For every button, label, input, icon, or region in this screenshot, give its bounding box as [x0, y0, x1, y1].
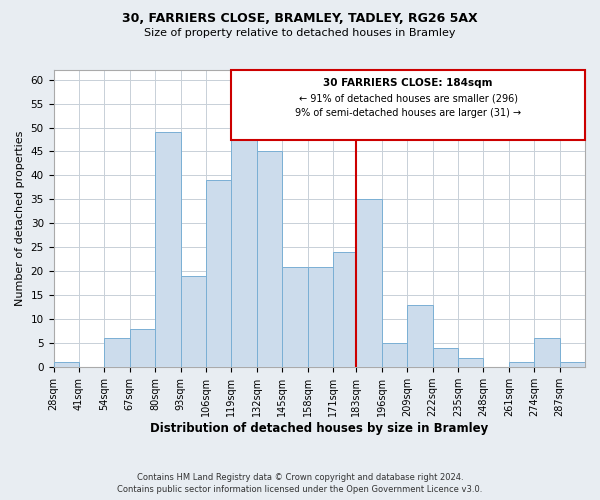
Bar [333, 252, 358, 367]
Bar [155, 132, 181, 367]
Bar [282, 266, 308, 367]
Text: Contains public sector information licensed under the Open Government Licence v3: Contains public sector information licen… [118, 485, 482, 494]
Text: ← 91% of detached houses are smaller (296): ← 91% of detached houses are smaller (29… [299, 93, 518, 103]
Text: 9% of semi-detached houses are larger (31) →: 9% of semi-detached houses are larger (3… [295, 108, 521, 118]
FancyBboxPatch shape [232, 70, 585, 140]
Bar [53, 362, 79, 367]
Bar [356, 200, 382, 367]
Bar [206, 180, 232, 367]
Text: 30 FARRIERS CLOSE: 184sqm: 30 FARRIERS CLOSE: 184sqm [323, 78, 493, 88]
Bar [534, 338, 560, 367]
Bar [560, 362, 585, 367]
Bar [181, 276, 206, 367]
Bar [257, 152, 282, 367]
Bar [407, 305, 433, 367]
Bar [509, 362, 534, 367]
Text: 30, FARRIERS CLOSE, BRAMLEY, TADLEY, RG26 5AX: 30, FARRIERS CLOSE, BRAMLEY, TADLEY, RG2… [122, 12, 478, 26]
Text: Size of property relative to detached houses in Bramley: Size of property relative to detached ho… [144, 28, 456, 38]
Y-axis label: Number of detached properties: Number of detached properties [15, 131, 25, 306]
Bar [433, 348, 458, 367]
Bar [104, 338, 130, 367]
Bar [130, 329, 155, 367]
X-axis label: Distribution of detached houses by size in Bramley: Distribution of detached houses by size … [150, 422, 488, 435]
Bar [382, 344, 407, 367]
Bar [308, 266, 333, 367]
Bar [232, 132, 257, 367]
Bar [458, 358, 484, 367]
Text: Contains HM Land Registry data © Crown copyright and database right 2024.: Contains HM Land Registry data © Crown c… [137, 472, 463, 482]
